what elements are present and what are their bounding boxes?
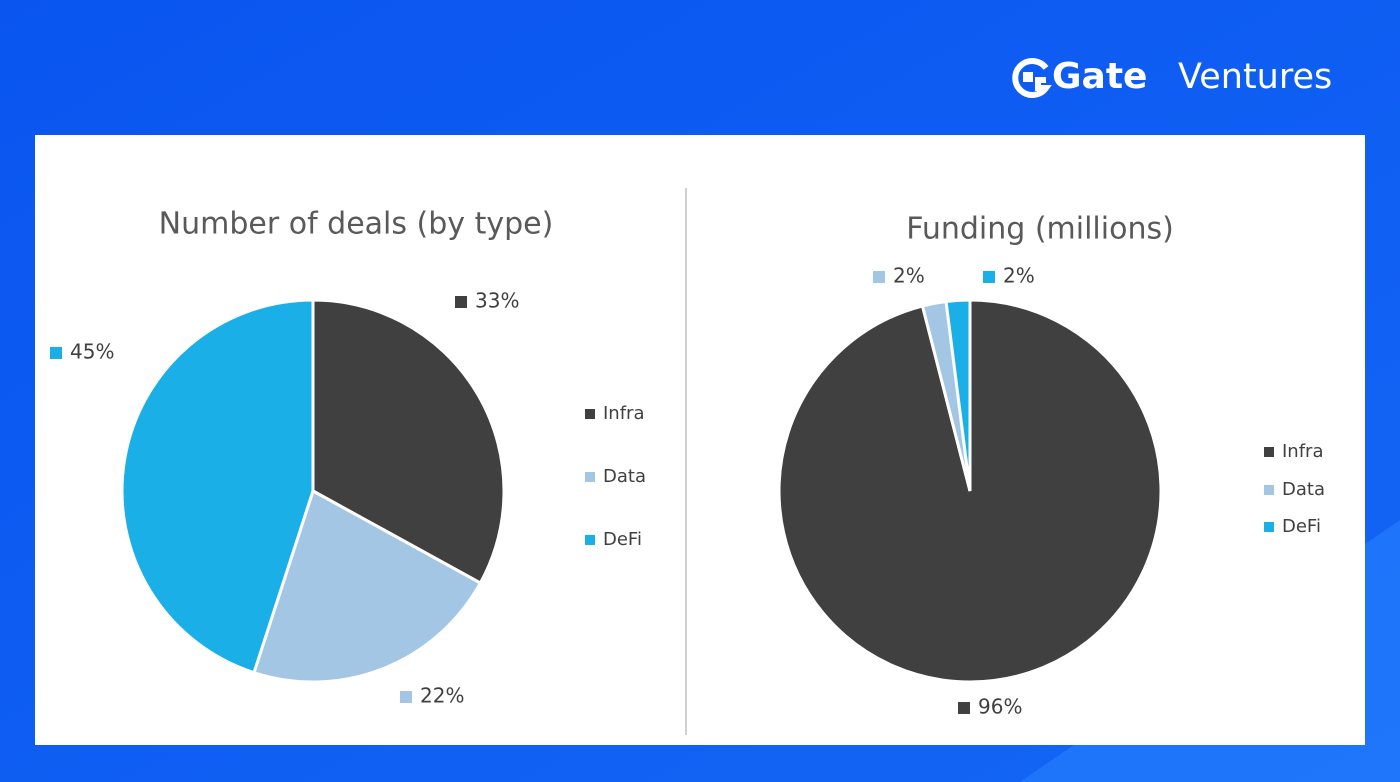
- brand-logo: Gate Ventures: [1012, 56, 1332, 98]
- legend-swatch: [1264, 485, 1274, 495]
- legend-swatch: [1264, 447, 1274, 457]
- legend-swatch: [585, 409, 595, 419]
- brand-suffix: Ventures: [1178, 57, 1332, 97]
- legend-label: Infra: [603, 403, 644, 424]
- logo-icon-square: [1023, 72, 1033, 82]
- chart-title: Funding (millions): [906, 212, 1174, 247]
- label-swatch: [400, 691, 412, 703]
- legend-swatch: [1264, 522, 1274, 532]
- data-label: 96%: [978, 695, 1022, 719]
- legend-label: Data: [1282, 479, 1325, 500]
- label-swatch: [873, 271, 885, 283]
- data-label: 22%: [420, 684, 464, 708]
- chart-title: Number of deals (by type): [159, 207, 554, 242]
- data-label: 45%: [70, 340, 114, 364]
- legend-swatch: [585, 535, 595, 545]
- label-swatch: [958, 702, 970, 714]
- label-swatch: [983, 271, 995, 283]
- pie-slice: [944, 298, 972, 492]
- pie-slice: [252, 488, 483, 684]
- label-swatch: [455, 296, 467, 308]
- label-swatch: [50, 347, 62, 359]
- data-label: 33%: [475, 289, 519, 313]
- legend-label: Infra: [1282, 441, 1323, 462]
- logo-icon: [1012, 58, 1052, 98]
- data-label: 2%: [893, 264, 925, 288]
- brand-name: Gate: [1052, 56, 1147, 97]
- legend-label: DeFi: [603, 529, 642, 550]
- legend-label: Data: [603, 466, 646, 487]
- pie-slice: [120, 298, 315, 675]
- legend-swatch: [585, 472, 595, 482]
- pie-slice: [311, 298, 506, 586]
- data-label: 2%: [1003, 264, 1035, 288]
- legend-label: DeFi: [1282, 516, 1321, 537]
